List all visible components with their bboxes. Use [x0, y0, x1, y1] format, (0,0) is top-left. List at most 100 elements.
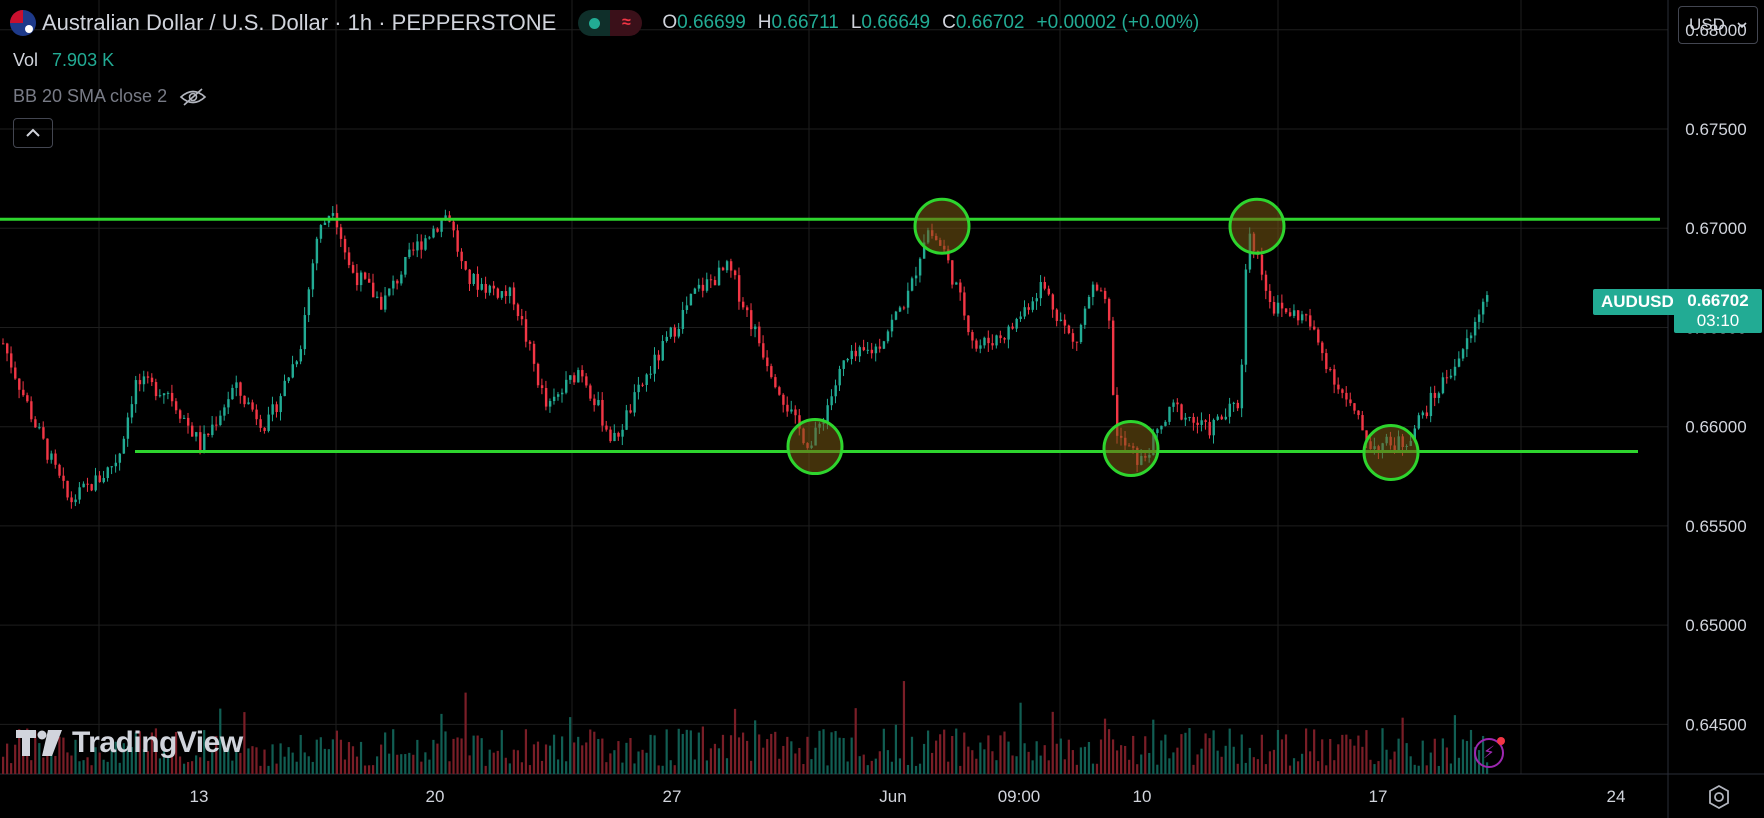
- volume-bar: [846, 761, 849, 774]
- volume-bar: [34, 730, 37, 774]
- candle-body: [536, 363, 540, 386]
- candle-body: [170, 392, 174, 402]
- candle-body: [1228, 403, 1232, 417]
- price-tick-label: 0.65000: [1685, 616, 1746, 635]
- volume-bar: [14, 744, 17, 774]
- tradingview-logo[interactable]: TradingView: [16, 726, 243, 760]
- candle-body: [118, 453, 122, 463]
- currency-select[interactable]: USD: [1678, 6, 1758, 44]
- volume-bar: [70, 755, 73, 774]
- candle-body: [66, 480, 69, 498]
- eye-off-icon[interactable]: [179, 87, 207, 107]
- volume-bar: [556, 759, 560, 774]
- volume-bar: [82, 760, 85, 774]
- lightning-icon[interactable]: ⚡: [1474, 737, 1505, 768]
- volume-bar: [1393, 751, 1396, 774]
- symbol-title[interactable]: Australian Dollar / U.S. Dollar · 1h · P…: [42, 10, 557, 35]
- volume-bar: [94, 747, 97, 774]
- volume-bar: [371, 765, 375, 774]
- volume-bar: [918, 763, 922, 774]
- volume-legend[interactable]: Vol 7.903 K: [13, 50, 114, 71]
- open-value: 0.66699: [677, 12, 746, 33]
- candle-body: [287, 377, 290, 381]
- volume-bar: [18, 729, 21, 774]
- volume-bar: [1256, 759, 1259, 774]
- volume-bar: [1473, 747, 1477, 774]
- candle-body: [552, 396, 556, 402]
- volume-bar: [1067, 739, 1070, 774]
- volume-bar: [637, 751, 640, 774]
- volume-bar: [46, 740, 49, 774]
- candle-body: [565, 379, 568, 393]
- volume-bar: [717, 748, 721, 774]
- candle-body: [890, 319, 894, 332]
- candle-body: [347, 252, 351, 266]
- price-tick-label: 0.67500: [1685, 120, 1746, 139]
- volume-bar: [766, 739, 769, 774]
- volume-bar: [78, 761, 81, 774]
- bollinger-legend[interactable]: BB 20 SMA close 2: [13, 86, 207, 107]
- volume-bar: [343, 759, 347, 774]
- candle-body: [126, 417, 130, 439]
- candle-body: [114, 462, 118, 467]
- volume-bar: [898, 758, 902, 774]
- candle-body: [1433, 392, 1437, 398]
- volume-bar: [653, 735, 656, 774]
- volume-bar: [516, 750, 519, 774]
- candle-body: [766, 357, 769, 367]
- volume-bar: [1027, 751, 1030, 774]
- volume-bar: [1140, 754, 1143, 774]
- gear-icon[interactable]: [1706, 784, 1732, 810]
- collapse-legend-button[interactable]: [13, 118, 53, 148]
- volume-bar: [822, 729, 825, 774]
- candle-body: [416, 241, 419, 251]
- volume-bar: [203, 730, 206, 774]
- candle-body: [697, 284, 701, 289]
- candle-body: [1176, 402, 1179, 405]
- volume-bar: [182, 763, 186, 774]
- volume-bar: [625, 742, 628, 774]
- volume-bar: [267, 765, 270, 774]
- candle-body: [1027, 307, 1030, 310]
- volume-bar: [1317, 761, 1320, 774]
- candle-body: [166, 392, 170, 394]
- volume-bar: [902, 681, 906, 774]
- time-tick-label: 24: [1607, 787, 1626, 806]
- volume-bar: [995, 760, 998, 774]
- candle-body: [685, 305, 689, 310]
- volume-bar: [347, 742, 351, 774]
- candle-body: [520, 316, 524, 320]
- volume-bar: [1087, 741, 1091, 774]
- volume-bar: [50, 747, 53, 774]
- volume-bar: [1429, 752, 1432, 774]
- volume-bar: [959, 765, 962, 774]
- candle-body: [830, 396, 833, 406]
- candle-body: [508, 287, 512, 297]
- volume-label: Vol: [13, 50, 39, 70]
- volume-bar: [62, 737, 65, 774]
- candle-body: [661, 340, 664, 361]
- volume-bar: [1031, 760, 1034, 774]
- volume-bar: [1095, 763, 1099, 774]
- volume-bar: [126, 745, 129, 774]
- candle-body: [1417, 415, 1421, 429]
- volume-bar: [838, 737, 841, 774]
- volume-bar: [464, 692, 467, 774]
- volume-bar: [922, 743, 926, 774]
- volume-bar: [991, 751, 994, 774]
- volume-bar: [1103, 718, 1107, 774]
- volume-bar: [1168, 758, 1171, 774]
- candle-body: [311, 263, 315, 290]
- volume-bar: [291, 752, 294, 774]
- volume-bar: [396, 754, 399, 774]
- close-value: 0.66702: [955, 12, 1025, 33]
- candle-body: [1457, 358, 1461, 367]
- candle-body: [746, 307, 749, 311]
- candle-body: [1051, 294, 1055, 310]
- candle-body: [733, 270, 737, 276]
- candle-body: [1300, 314, 1304, 321]
- volume-bar: [548, 745, 552, 774]
- market-status-pill[interactable]: ≈: [578, 10, 643, 36]
- volume-bar: [331, 739, 334, 774]
